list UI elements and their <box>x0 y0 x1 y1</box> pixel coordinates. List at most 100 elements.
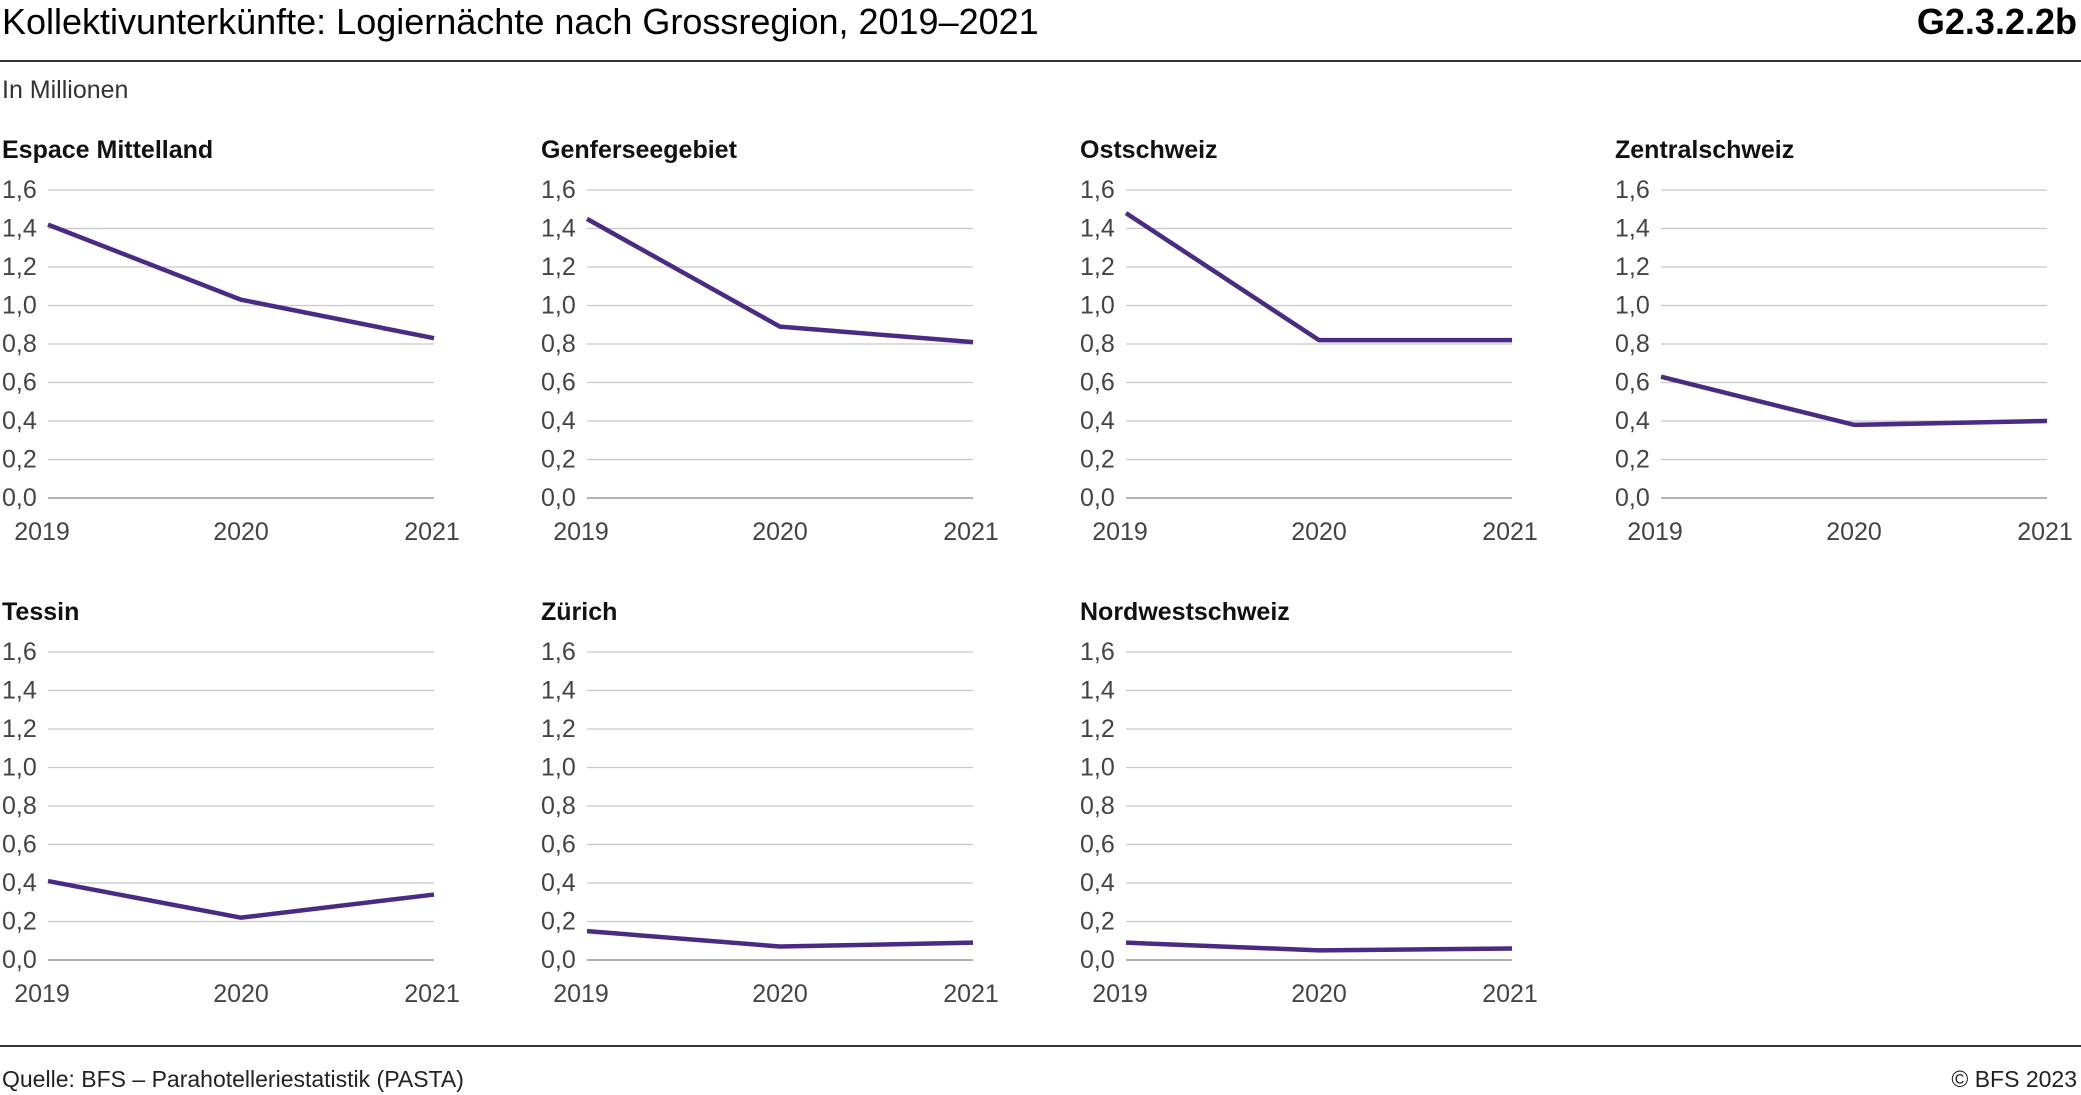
y-tick-label: 0,0 <box>541 946 576 974</box>
x-tick-label: 2019 <box>14 980 70 1008</box>
y-tick-label: 0,0 <box>1080 484 1115 512</box>
y-tick-label: 0,2 <box>1615 446 1650 474</box>
y-tick-label: 0,2 <box>2 908 37 936</box>
y-tick-label: 1,2 <box>2 715 37 743</box>
y-tick-label: 0,8 <box>2 792 37 820</box>
y-tick-label: 0,6 <box>541 831 576 859</box>
y-tick-label: 0,6 <box>1615 369 1650 397</box>
y-tick-label: 1,0 <box>1615 292 1650 320</box>
panel-title: Zürich <box>541 598 617 626</box>
y-tick-label: 0,2 <box>2 446 37 474</box>
y-tick-label: 0,8 <box>541 792 576 820</box>
panel-title: Ostschweiz <box>1080 136 1218 164</box>
panel-ostschweiz: Ostschweiz 0,0 0,2 0,4 0,6 0,8 1,0 1,2 1,4 1,6 201… <box>1080 136 1538 546</box>
panel-title: Espace Mittelland <box>2 136 213 164</box>
y-tick-label: 1,0 <box>2 292 37 320</box>
y-tick-label: 0,8 <box>1615 330 1650 358</box>
x-tick-label: 2020 <box>213 980 269 1008</box>
series-line <box>1660 374 2048 428</box>
y-tick-label: 1,2 <box>541 253 576 281</box>
x-tick-label: 2020 <box>1826 518 1882 546</box>
x-tick-label: 2020 <box>752 518 808 546</box>
panel-title: Zentralschweiz <box>1615 136 1794 164</box>
y-tick-label: 0,6 <box>541 369 576 397</box>
copyright-note: © BFS 2023 <box>1951 1066 2077 1092</box>
y-tick-label: 0,0 <box>1080 946 1115 974</box>
panel-zürich: Zürich 0,0 0,2 0,4 0,6 0,8 1,0 1,2 1,4 1,6 2019 202… <box>541 598 999 1008</box>
y-tick-label: 1,0 <box>2 754 37 782</box>
series-line <box>1124 211 1512 343</box>
y-tick-label: 1,4 <box>541 677 576 705</box>
y-tick-label: 1,0 <box>541 292 576 320</box>
x-tick-label: 2019 <box>553 980 609 1008</box>
y-tick-label: 1,4 <box>1080 215 1115 243</box>
y-tick-label: 0,8 <box>2 330 37 358</box>
series-line <box>47 222 435 341</box>
y-tick-label: 1,6 <box>1080 176 1115 204</box>
y-tick-label: 1,2 <box>1080 715 1115 743</box>
x-tick-label: 2021 <box>2017 518 2073 546</box>
y-tick-label: 0,8 <box>541 330 576 358</box>
y-tick-label: 0,4 <box>2 869 37 897</box>
x-tick-label: 2019 <box>1092 980 1148 1008</box>
y-tick-label: 0,0 <box>541 484 576 512</box>
y-tick-label: 1,4 <box>541 215 576 243</box>
y-tick-label: 1,2 <box>1615 253 1650 281</box>
y-tick-label: 0,4 <box>2 407 37 435</box>
y-tick-label: 0,8 <box>1080 330 1115 358</box>
panel-tessin: Tessin 0,0 0,2 0,4 0,6 0,8 1,0 1,2 1,4 1,6 2019 202… <box>2 598 460 1008</box>
y-tick-label: 0,2 <box>541 446 576 474</box>
y-tick-label: 1,6 <box>2 638 37 666</box>
x-tick-label: 2019 <box>1092 518 1148 546</box>
x-tick-label: 2020 <box>752 980 808 1008</box>
x-tick-label: 2020 <box>1291 980 1347 1008</box>
series-line <box>1125 940 1513 953</box>
x-tick-label: 2019 <box>14 518 70 546</box>
panel-zentralschweiz: Zentralschweiz 0,0 0,2 0,4 0,6 0,8 1,0 1,2 1,4 1,… <box>1615 136 2073 546</box>
source-note: Quelle: BFS – Parahotelleriestatistik (P… <box>2 1066 464 1092</box>
footer-divider <box>0 1045 2081 1047</box>
y-tick-label: 0,0 <box>1615 484 1650 512</box>
y-tick-label: 1,2 <box>1080 253 1115 281</box>
x-tick-label: 2020 <box>213 518 269 546</box>
y-tick-label: 0,4 <box>541 407 576 435</box>
y-tick-label: 1,2 <box>2 253 37 281</box>
y-tick-label: 0,6 <box>1080 369 1115 397</box>
series-line <box>47 878 435 920</box>
y-tick-label: 0,6 <box>2 369 37 397</box>
y-tick-label: 0,2 <box>541 908 576 936</box>
y-tick-label: 0,4 <box>1615 407 1650 435</box>
y-tick-label: 0,4 <box>1080 407 1115 435</box>
panel-espace-mittelland: Espace Mittelland 0,0 0,2 0,4 0,6 0,8 1,0 1,2 1,… <box>2 136 460 546</box>
y-tick-label: 0,0 <box>2 484 37 512</box>
y-tick-label: 1,0 <box>1080 292 1115 320</box>
y-tick-label: 0,2 <box>1080 908 1115 936</box>
y-tick-label: 1,0 <box>541 754 576 782</box>
y-tick-label: 1,6 <box>1615 176 1650 204</box>
chart-code: G2.3.2.2b <box>1916 1 2077 42</box>
panel-title: Genferseegebiet <box>541 136 738 164</box>
y-tick-label: 0,8 <box>1080 792 1115 820</box>
series-line <box>585 216 974 345</box>
y-tick-label: 0,4 <box>1080 869 1115 897</box>
y-tick-label: 1,4 <box>2 215 37 243</box>
panel-genferseegebiet: Genferseegebiet 0,0 0,2 0,4 0,6 0,8 1,0 1,2 1,4 1… <box>541 136 999 546</box>
panel-title: Nordwestschweiz <box>1080 598 1290 626</box>
y-tick-label: 1,0 <box>1080 754 1115 782</box>
page-title: Kollektivunterkünfte: Logiernächte nach … <box>2 1 1039 42</box>
header-divider <box>0 60 2081 62</box>
y-tick-label: 1,4 <box>1615 215 1650 243</box>
y-tick-label: 0,6 <box>2 831 37 859</box>
x-tick-label: 2021 <box>943 980 999 1008</box>
x-tick-label: 2021 <box>404 980 460 1008</box>
x-tick-label: 2021 <box>943 518 999 546</box>
y-tick-label: 0,0 <box>2 946 37 974</box>
x-tick-label: 2020 <box>1291 518 1347 546</box>
y-tick-label: 1,4 <box>1080 677 1115 705</box>
y-tick-label: 0,4 <box>541 869 576 897</box>
y-tick-label: 1,6 <box>541 638 576 666</box>
y-tick-label: 0,2 <box>1080 446 1115 474</box>
y-tick-label: 1,6 <box>1080 638 1115 666</box>
panel-title: Tessin <box>2 598 79 626</box>
